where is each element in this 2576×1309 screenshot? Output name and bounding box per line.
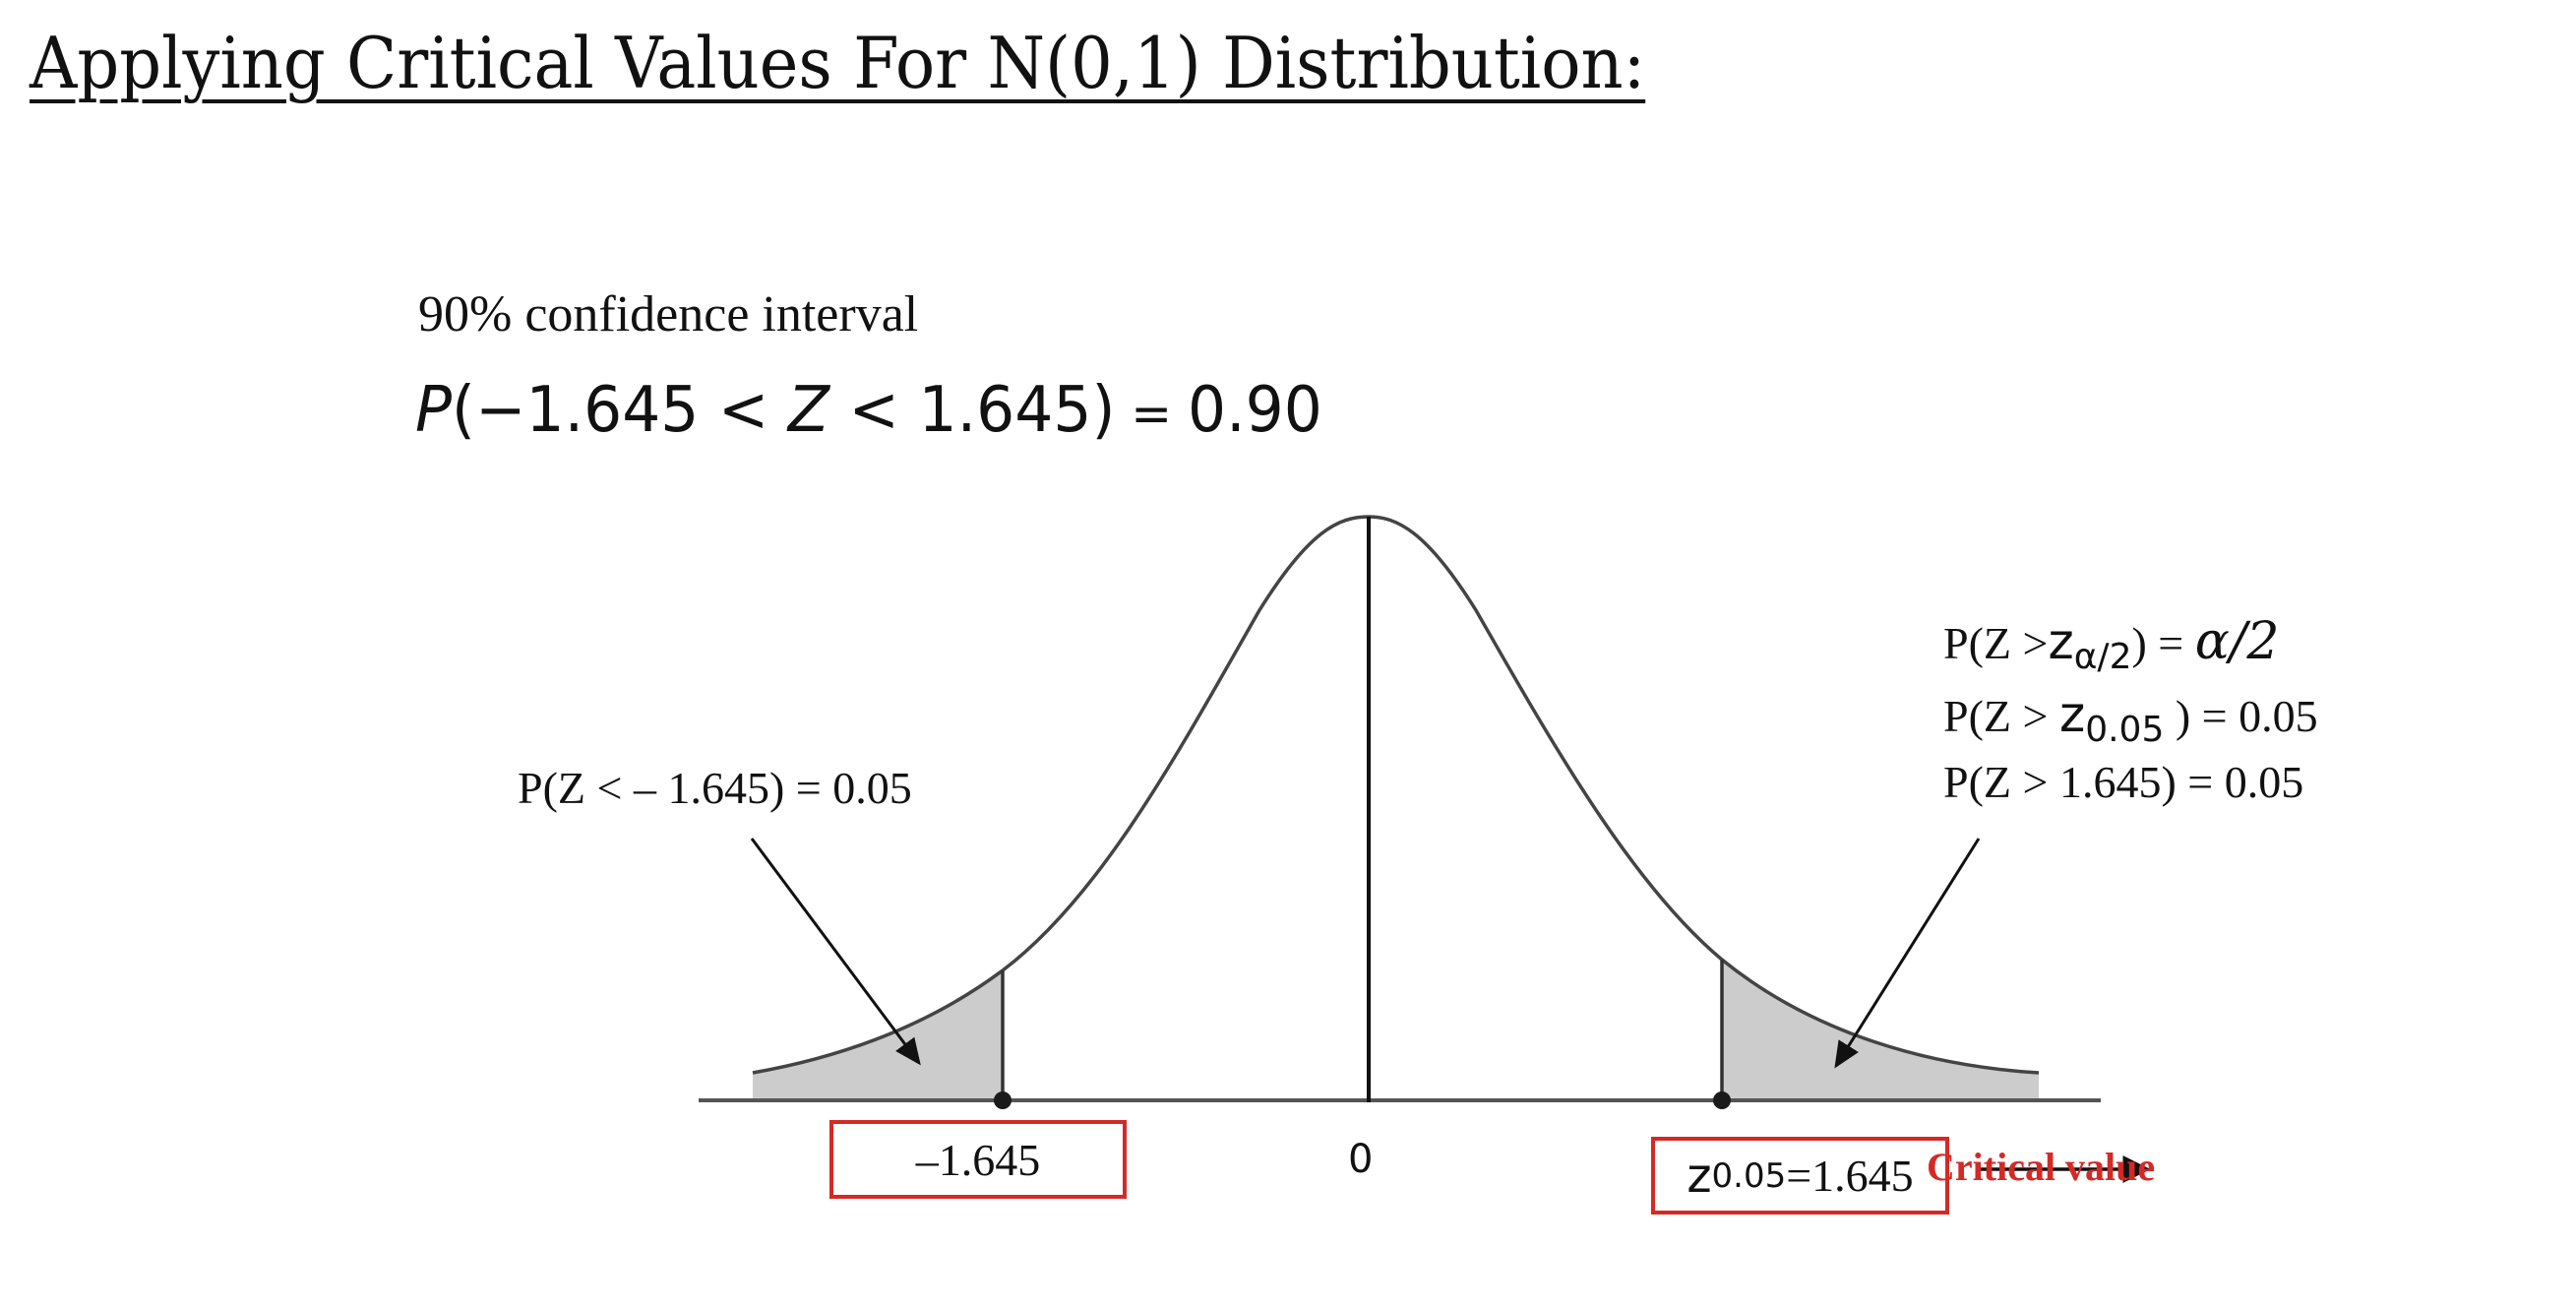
eq-p: P (415, 374, 453, 447)
eq-close: ) (1091, 374, 1116, 447)
left-pointer-arrow (750, 838, 921, 1066)
eq-z: Z (787, 374, 830, 447)
ann-prefix: P(Z > (1943, 691, 2059, 741)
eq-lower: −1.645 (475, 374, 700, 447)
crit-z: z (1687, 1148, 1712, 1204)
zero-tick-label: 0 (1348, 1137, 1374, 1182)
right-tail-annotation-numeric: P(Z > 1.645) = 0.05 (1943, 757, 2304, 807)
eq-value: 0.90 (1187, 374, 1322, 447)
ann-suffix: ) = (2131, 618, 2195, 668)
confidence-interval-label: 90% confidence interval (418, 286, 919, 343)
right-critical-value-box: z 0.05 =1.645 (1651, 1137, 1949, 1215)
eq-lt1: < (699, 374, 788, 447)
ann-sub: 0.05 (2085, 710, 2165, 750)
eq-upper: 1.645 (918, 374, 1092, 447)
right-tail-shade (1722, 960, 2039, 1100)
left-critical-value-box: –1.645 (829, 1120, 1127, 1199)
left-tail-annotation: P(Z < – 1.645) = 0.05 (518, 763, 912, 813)
right-tail-annotation-z005: P(Z > z0.05 ) = 0.05 (1943, 686, 2318, 750)
ann-suffix: ) = 0.05 (2164, 691, 2318, 741)
critical-value-label: Critical value (1927, 1145, 2156, 1189)
probability-equation: P(−1.645 < Z < 1.645) = 0.90 (415, 374, 1322, 447)
ann-z: z (2048, 613, 2074, 670)
left-critical-value: –1.645 (915, 1134, 1041, 1185)
left-tail-shade (753, 970, 1003, 1100)
eq-equals: = (1115, 385, 1188, 444)
eq-lt2: < (829, 374, 919, 447)
ann-sub: α/2 (2073, 637, 2132, 677)
right-critical-dot (1713, 1091, 1731, 1109)
right-critical-value: =1.645 (1786, 1151, 1914, 1201)
left-critical-dot (994, 1091, 1012, 1109)
right-tail-annotation-alpha: P(Z >zα/2) = α/2 (1943, 612, 2279, 677)
page-title: Applying Critical Values For N(0,1) Dist… (30, 22, 1646, 104)
right-pointer-arrow (1834, 838, 1981, 1069)
bell-curve (752, 515, 2040, 1075)
ann-prefix: P(Z > (1943, 618, 2049, 668)
crit-sub: 0.05 (1711, 1155, 1787, 1196)
eq-open: ( (452, 374, 476, 447)
ann-z: z (2058, 686, 2086, 743)
ann-rhs: α/2 (2194, 612, 2280, 671)
